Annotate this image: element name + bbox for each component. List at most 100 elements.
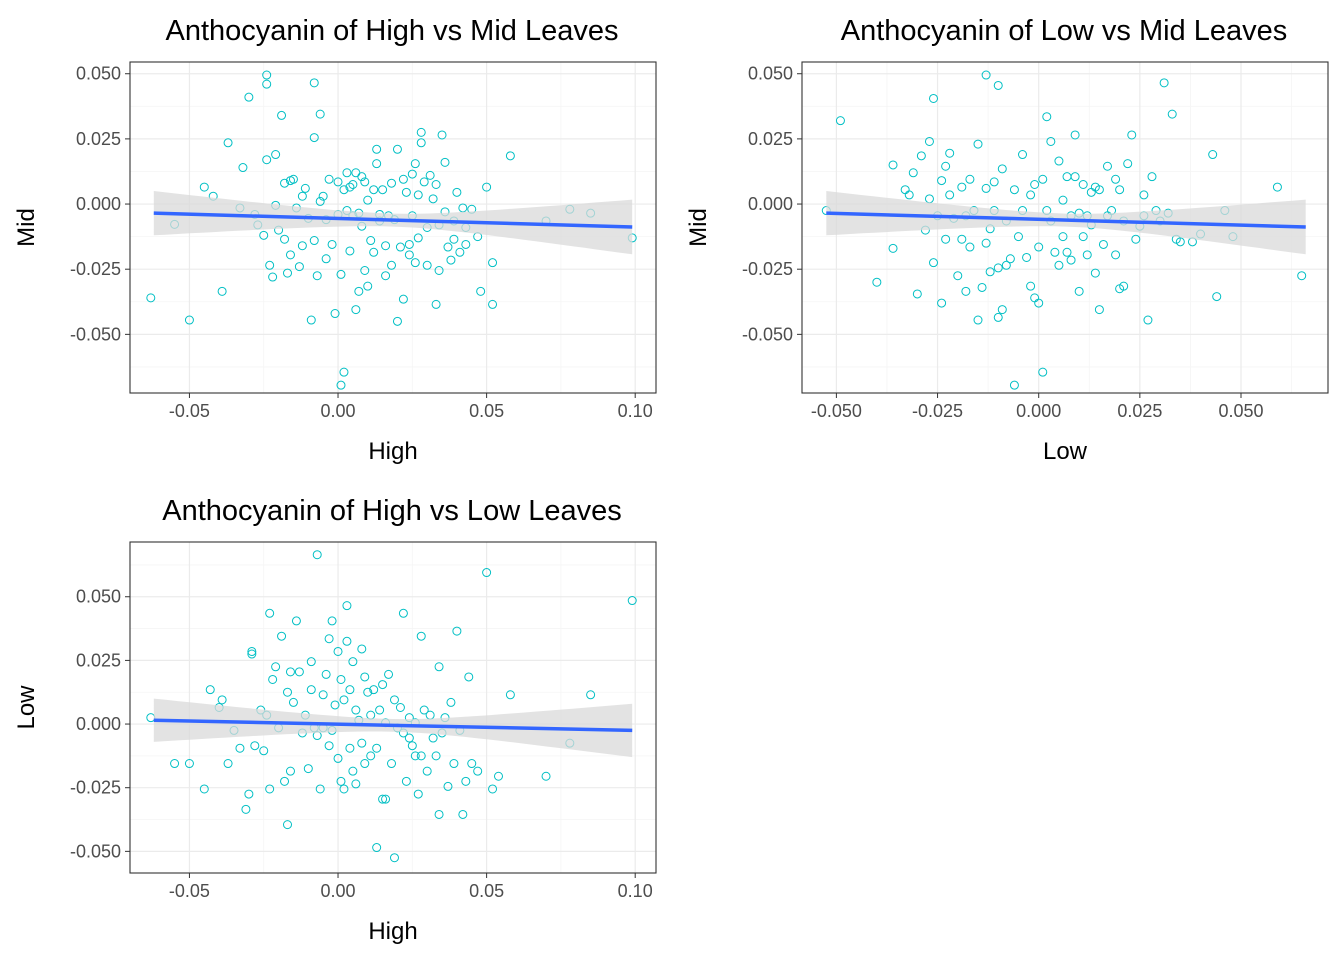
data-point [327,616,337,626]
data-point [404,250,414,260]
chart-title: Anthocyanin of Low vs Mid Leaves [841,15,1288,47]
data-point [997,164,1007,174]
data-point [1115,185,1125,195]
data-point [1018,150,1028,160]
data-point [199,784,209,794]
y-tick-label: 0.000 [76,714,121,734]
y-tick-label: 0.050 [76,587,121,607]
data-point [1074,286,1084,296]
data-point [342,636,352,646]
data-point [461,776,471,786]
data-point [339,367,349,377]
data-point [443,781,453,791]
data-point [404,239,414,249]
data-point [1098,239,1108,249]
data-point [345,246,355,256]
data-point [387,759,397,769]
y-tick-label: 0.025 [76,129,121,149]
data-point [476,286,486,296]
data-point [285,766,295,776]
data-point [366,236,376,246]
data-point [981,183,991,193]
data-point [336,674,346,684]
data-point [333,753,343,763]
data-point [1026,190,1036,200]
data-point [303,764,313,774]
data-point [1005,254,1015,264]
data-point [428,194,438,204]
data-point [431,751,441,761]
data-point [259,746,269,756]
data-point [306,315,316,325]
data-point [348,657,358,667]
data-point [505,151,515,161]
y-tick-label: -0.050 [70,324,121,344]
data-point [244,92,254,102]
data-point [336,776,346,786]
data-point [1159,78,1169,88]
data-point [1272,182,1282,192]
data-point [265,608,275,618]
y-tick-label: 0.025 [748,129,793,149]
data-point [401,776,411,786]
data-point [1212,292,1222,302]
data-point [259,230,269,240]
chart-title: Anthocyanin of High vs Low Leaves [162,495,621,527]
data-point [937,176,947,186]
data-point [452,187,462,197]
data-point [1094,185,1104,195]
data-point [888,243,898,253]
data-point [146,293,156,303]
data-point [223,759,233,769]
data-point [912,289,922,299]
data-point [360,177,370,187]
data-point [354,286,364,296]
data-point [262,79,272,89]
data-point [981,70,991,80]
data-point [170,759,180,769]
y-tick-label: 0.050 [748,64,793,84]
data-point [348,766,358,776]
y-tick-label: 0.000 [76,194,121,214]
data-point [312,271,322,281]
data-point [387,260,397,270]
data-point [247,649,257,659]
data-point [324,174,334,184]
data-point [586,690,596,700]
data-point [339,784,349,794]
data-point [244,789,254,799]
data-point [1038,367,1048,377]
data-point [348,179,358,189]
x-tick-label: -0.05 [169,881,210,901]
data-point [973,139,983,149]
data-point [993,263,1003,273]
data-point [199,182,209,192]
data-point [452,626,462,636]
data-point [357,738,367,748]
x-tick-label: -0.05 [169,401,210,421]
data-point [941,161,951,171]
x-tick-label: 0.05 [469,881,504,901]
data-point [327,239,337,249]
data-point [315,196,325,206]
data-point [1050,247,1060,257]
y-tick-label: 0.050 [76,64,121,84]
data-point [461,239,471,249]
data-point [493,771,503,781]
data-point [297,241,307,251]
data-point [488,258,498,268]
data-point [449,234,459,244]
data-point [627,596,637,606]
data-point [351,779,361,789]
data-point [410,159,420,169]
data-point [381,794,391,804]
data-point [283,687,293,697]
data-point [929,93,938,103]
data-point [363,195,373,205]
y-tick-label: -0.025 [70,778,121,798]
data-point [372,743,382,753]
data-point [247,646,257,656]
data-point [330,700,340,710]
data-point [945,148,955,158]
data-point [937,298,947,308]
